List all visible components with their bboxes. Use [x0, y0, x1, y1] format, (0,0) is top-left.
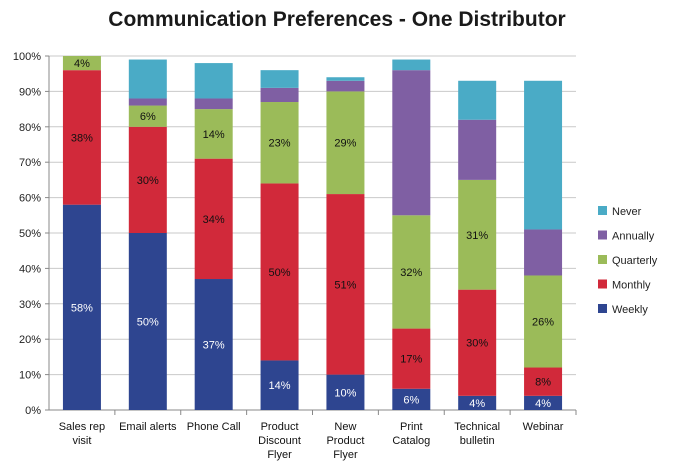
bar-segment-monthly	[524, 367, 563, 396]
y-tick-label: 10%	[19, 370, 41, 382]
legend-swatch	[598, 279, 607, 289]
y-tick-label: 70%	[19, 157, 41, 169]
y-tick-label: 40%	[19, 263, 41, 275]
bar-segment-weekly	[458, 395, 497, 410]
bar-segment-quarterly	[62, 56, 101, 71]
x-tick-label: Sales rep visit	[59, 421, 105, 447]
data-label: 51%	[334, 279, 356, 291]
bar-segment-monthly	[128, 126, 167, 233]
y-tick-label: 60%	[19, 193, 41, 205]
bar-segment-monthly	[62, 70, 101, 205]
bar-segment-monthly	[458, 289, 497, 396]
bar-segment-weekly	[62, 204, 101, 410]
data-label: 17%	[400, 354, 422, 366]
bar-segment-never	[326, 77, 365, 81]
x-tick-label: Webinar	[523, 421, 564, 433]
data-label: 32%	[400, 267, 422, 279]
bar-segment-annually	[326, 80, 365, 92]
data-label: 30%	[466, 338, 488, 350]
bar-segment-weekly	[392, 388, 431, 410]
bar-segment-never	[260, 70, 299, 88]
x-tick-label: New Product Flyer	[326, 421, 364, 461]
bar-segment-never	[128, 59, 167, 99]
bar-segment-annually	[194, 98, 233, 110]
x-tick-label: Email alerts	[119, 421, 177, 433]
data-label: 58%	[71, 302, 93, 314]
bar-segment-monthly	[326, 194, 365, 375]
data-label: 38%	[71, 132, 93, 144]
axes: 0% 10% 20% 30% 40% 50% 60% 70% 80% 90% 100% Sales r…	[13, 51, 577, 461]
bar-segment-annually	[458, 119, 497, 180]
data-label: 37%	[203, 340, 225, 352]
legend-entry: Annually	[612, 231, 655, 243]
bar-segment-quarterly	[260, 102, 299, 184]
bar-segment-quarterly	[326, 91, 365, 195]
bar-segment-quarterly	[128, 105, 167, 127]
bar-segment-annually	[524, 229, 563, 276]
data-label: 14%	[269, 380, 291, 392]
data-label: 4%	[469, 398, 485, 410]
bar-segment-monthly	[392, 328, 431, 389]
bar-segment-never	[524, 80, 563, 230]
data-label: 4%	[74, 58, 90, 70]
gridlines	[49, 55, 576, 376]
bar-segment-never	[194, 63, 233, 99]
data-label: 26%	[532, 317, 554, 329]
legend-swatch	[598, 255, 607, 264]
y-tick-label: 50%	[19, 228, 41, 240]
bar-segment-quarterly	[194, 109, 233, 159]
data-label: 4%	[535, 398, 551, 410]
bar-segment-never	[392, 59, 431, 71]
bar-segment-quarterly	[524, 275, 563, 368]
bar-segment-annually	[260, 87, 299, 103]
bar-segment-weekly	[524, 395, 563, 410]
y-tick-label: 100%	[13, 51, 41, 63]
data-label: 50%	[269, 267, 291, 279]
bar-segment-weekly	[326, 374, 365, 410]
legend-entry: Quarterly	[612, 255, 658, 267]
y-tick-label: 90%	[19, 86, 41, 98]
bar-segment-weekly	[194, 279, 233, 410]
data-label: 31%	[466, 230, 488, 242]
legend-entry: Weekly	[612, 304, 648, 316]
data-label: 6%	[403, 394, 419, 406]
x-tick-label: Phone Call	[187, 421, 241, 433]
data-label: 30%	[137, 175, 159, 187]
data-label: 34%	[203, 214, 225, 226]
bar-segment-monthly	[194, 158, 233, 280]
y-tick-label: 80%	[19, 122, 41, 134]
bar-segment-weekly	[128, 233, 167, 410]
bar-segment-annually	[392, 70, 431, 216]
legend-swatch	[598, 304, 607, 313]
bar-segment-weekly	[260, 360, 299, 410]
data-label: 14%	[203, 129, 225, 141]
data-label: 6%	[140, 111, 156, 123]
x-tick-label: Print Catalog	[392, 421, 430, 447]
legend-entry: Never	[612, 206, 642, 218]
y-tick-label: 30%	[19, 299, 41, 311]
chart-title: Communication Preferences - One Distribu…	[108, 8, 566, 31]
y-tick-label: 0%	[25, 405, 41, 417]
data-label: 29%	[334, 138, 356, 150]
legend-entry: Monthly	[612, 280, 651, 292]
legend: Never Annually Quarterly Monthly Weekly	[598, 206, 658, 316]
bars	[62, 56, 563, 410]
data-label: 8%	[535, 377, 551, 389]
legend-swatch	[598, 230, 607, 240]
bar-segment-monthly	[260, 183, 299, 361]
data-label: 23%	[269, 138, 291, 150]
legend-swatch	[598, 206, 607, 215]
y-tick-label: 20%	[19, 334, 41, 346]
data-label: 50%	[137, 317, 159, 329]
bar-segment-never	[458, 80, 497, 120]
data-labels: 58% 38% 4% 50% 30% 6% 37% 34% 14% 14% 50% 23% 10% 51%…	[71, 58, 554, 410]
bar-segment-quarterly	[458, 179, 497, 290]
x-tick-label: Product Discount Flyer	[258, 421, 301, 461]
bar-segment-quarterly	[392, 215, 431, 329]
x-tick-label: Technical bulletin	[454, 421, 500, 447]
bar-segment-annually	[128, 98, 167, 106]
data-label: 10%	[334, 387, 356, 399]
